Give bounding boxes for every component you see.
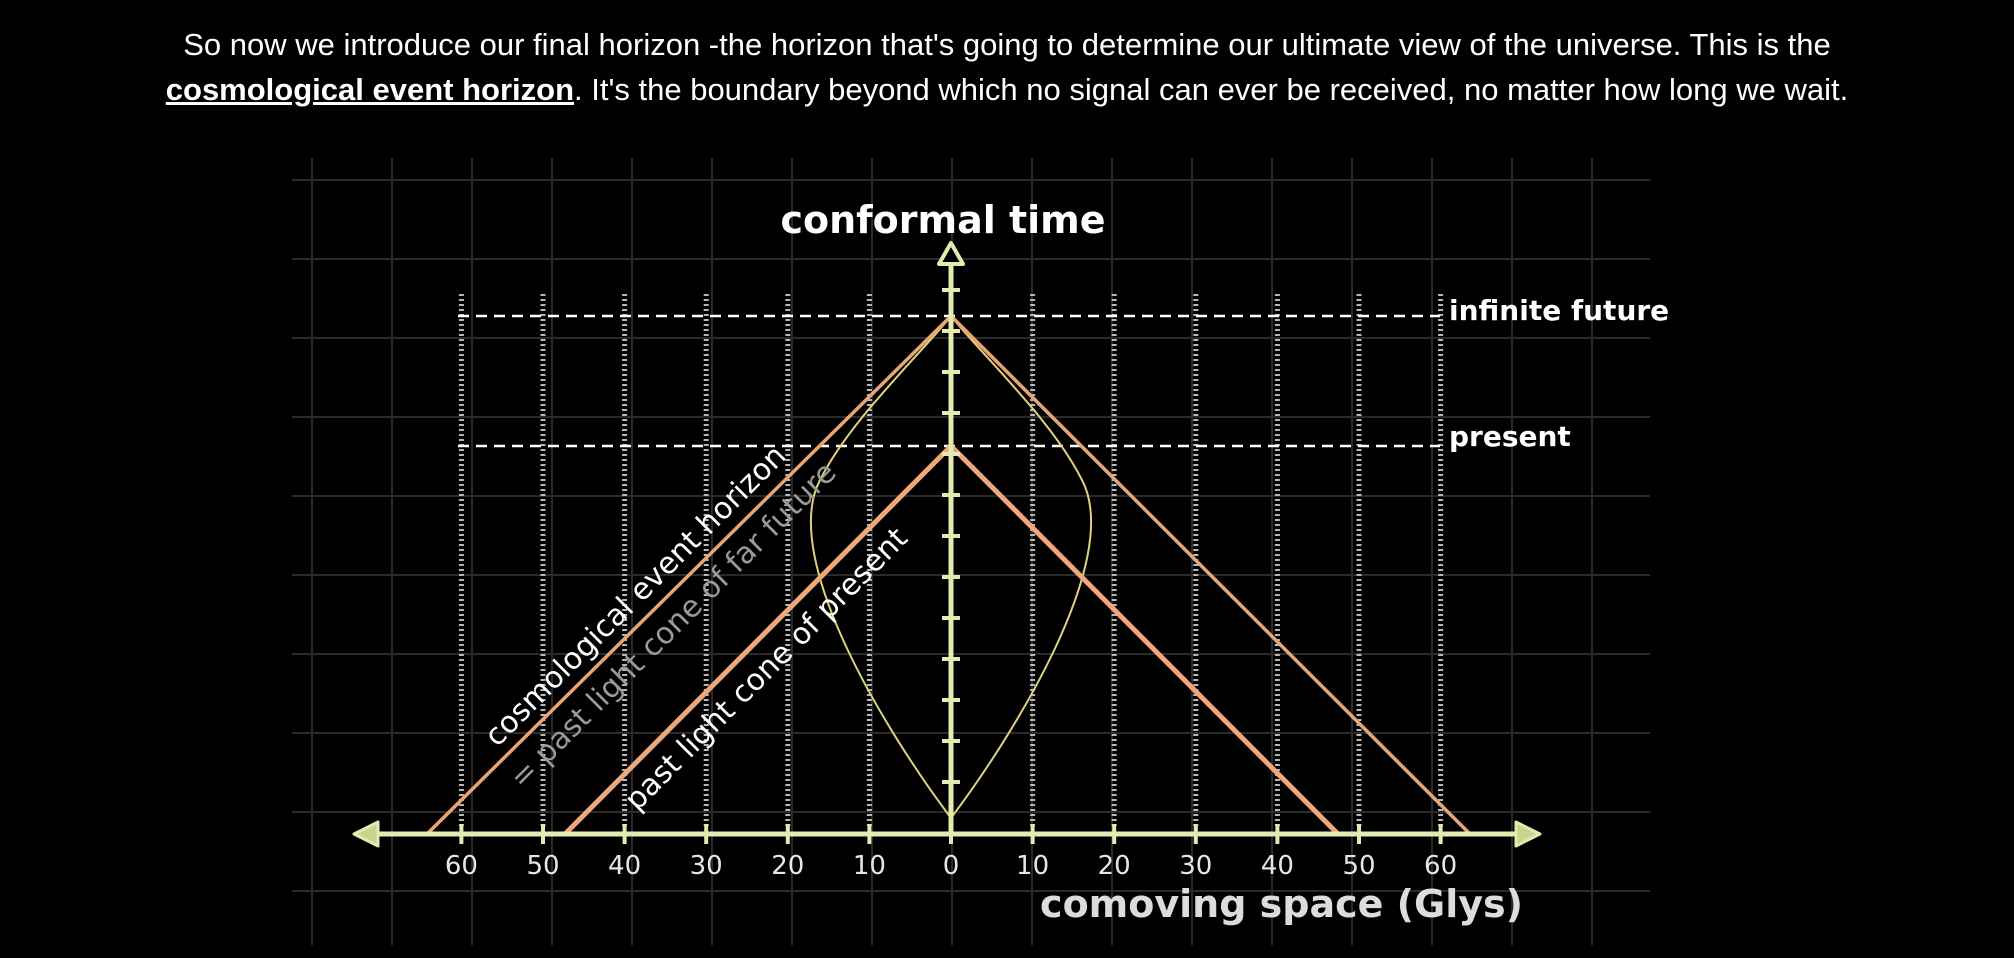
x-tick-label: 30 [690,851,723,881]
space-axis-right-arrow-icon [1514,820,1542,848]
x-tick-label: 40 [608,851,641,881]
y-axis-title: conformal time [780,198,1105,242]
x-tick-labels: 60 50 40 30 20 10 0 10 20 30 40 50 60 [445,851,1457,881]
x-tick-label: 30 [1179,851,1212,881]
caption-line-1: So now we introduce our final horizon -t… [0,22,2014,67]
x-tick-label: 10 [853,851,886,881]
x-tick-label: 10 [1016,851,1049,881]
time-axis [937,241,965,834]
comoving-worldlines [458,294,1444,828]
x-axis-title: comoving space (Glys) [1040,882,1523,926]
x-tick-label: 50 [1342,851,1375,881]
x-tick-label: 20 [1098,851,1131,881]
x-tick-label: 50 [526,851,559,881]
x-tick-label: 60 [1424,851,1457,881]
caption: So now we introduce our final horizon -t… [0,22,2014,112]
caption-line-2: cosmological event horizon. It's the bou… [0,67,2014,112]
x-tick-label: 0 [943,851,960,881]
x-tick-label: 40 [1261,851,1294,881]
x-tick-label: 20 [771,851,804,881]
present-label: present [1449,420,1571,453]
space-axis [352,820,1542,848]
caption-text-1: So now we introduce our final horizon -t… [183,27,1831,62]
infinite-future-label: infinite future [1449,294,1669,327]
event-horizon-term: cosmological event horizon [165,72,575,107]
x-tick-label: 60 [445,851,478,881]
caption-text-2: . It's the boundary beyond which no sign… [574,72,1849,107]
background-grid [292,158,1650,945]
time-axis-arrow-icon [937,241,965,266]
space-axis-left-arrow-icon [352,820,380,848]
